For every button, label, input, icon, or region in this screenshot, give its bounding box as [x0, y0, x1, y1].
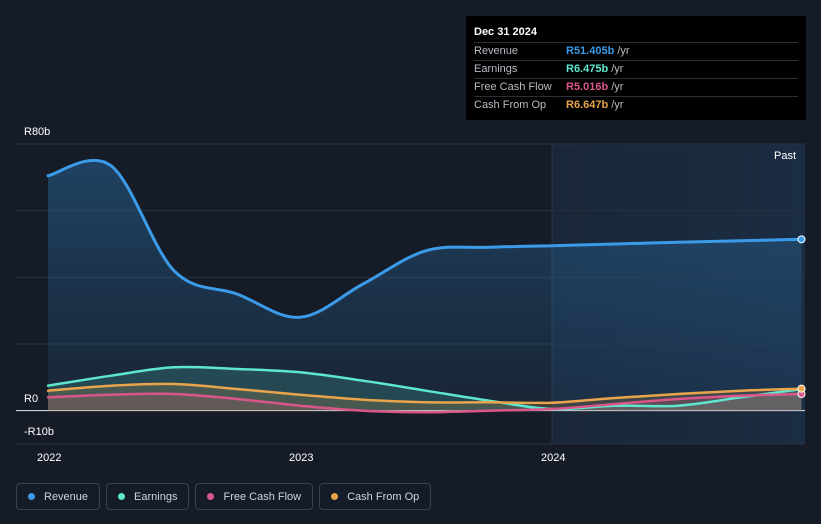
series-end-point-revenue — [797, 235, 806, 244]
y-tick-label-zero: R0 — [24, 393, 39, 405]
tooltip-label: Revenue — [474, 45, 519, 57]
tooltip-row-cash-from-op: Cash From Op R6.647b /yr — [474, 96, 798, 114]
legend-dot-icon — [118, 493, 126, 500]
tooltip-row-earnings: Earnings R6.475b /yr — [474, 60, 798, 78]
tooltip-value: R6.647b — [566, 99, 609, 111]
series-line-earnings — [46, 365, 803, 411]
x-tick-label-2024: 2024 — [541, 452, 566, 464]
x-tick-label-2023: 2023 — [289, 452, 314, 464]
legend-label: Cash From Op — [347, 490, 420, 503]
past-label: Past — [774, 150, 797, 162]
tooltip: Dec 31 2024 Revenue R51.405b /yr Earning… — [466, 16, 806, 120]
tooltip-label: Cash From Op — [474, 99, 547, 111]
legend-dot-icon — [28, 493, 35, 500]
series-area-free-cash-flow — [48, 393, 802, 413]
legend-item-cash-from-op[interactable]: Cash From Op — [319, 483, 432, 510]
series-end-point-cash-from-op — [797, 384, 806, 393]
series-line-free-cash-flow — [46, 392, 803, 414]
tooltip-row-revenue: Revenue R51.405b /yr — [474, 42, 798, 60]
tooltip-label: Free Cash Flow — [474, 81, 552, 93]
tooltip-value: R5.016b — [566, 81, 609, 93]
y-tick-label-top: R80b — [24, 126, 51, 138]
series-area-revenue — [48, 160, 802, 411]
tooltip-unit: /yr — [617, 45, 630, 57]
series-line-revenue — [46, 158, 803, 319]
legend-label: Earnings — [134, 490, 178, 503]
legend-item-free-cash-flow[interactable]: Free Cash Flow — [195, 483, 314, 510]
tooltip-unit: /yr — [611, 81, 624, 93]
legend-item-revenue[interactable]: Revenue — [16, 483, 101, 510]
legend-label: Revenue — [44, 490, 89, 503]
legend-item-earnings[interactable]: Earnings — [106, 483, 190, 510]
legend-dot-icon — [331, 493, 339, 500]
tooltip-unit: /yr — [611, 63, 624, 75]
legend-dot-icon — [207, 493, 215, 500]
tooltip-row-free-cash-flow: Free Cash Flow R5.016b /yr — [474, 78, 798, 96]
legend-label: Free Cash Flow — [223, 490, 302, 503]
tooltip-value: R51.405b — [566, 45, 615, 57]
tooltip-date: Dec 31 2024 — [474, 26, 537, 38]
tooltip-unit: /yr — [611, 99, 624, 111]
tooltip-label: Earnings — [474, 63, 518, 75]
y-tick-label-bottom: -R10b — [24, 426, 54, 438]
tooltip-value: R6.475b — [566, 63, 609, 75]
legend: Revenue Earnings Free Cash Flow Cash Fro… — [16, 483, 432, 510]
series-line-cash-from-op — [46, 382, 803, 405]
x-tick-label-2022: 2022 — [37, 452, 62, 464]
